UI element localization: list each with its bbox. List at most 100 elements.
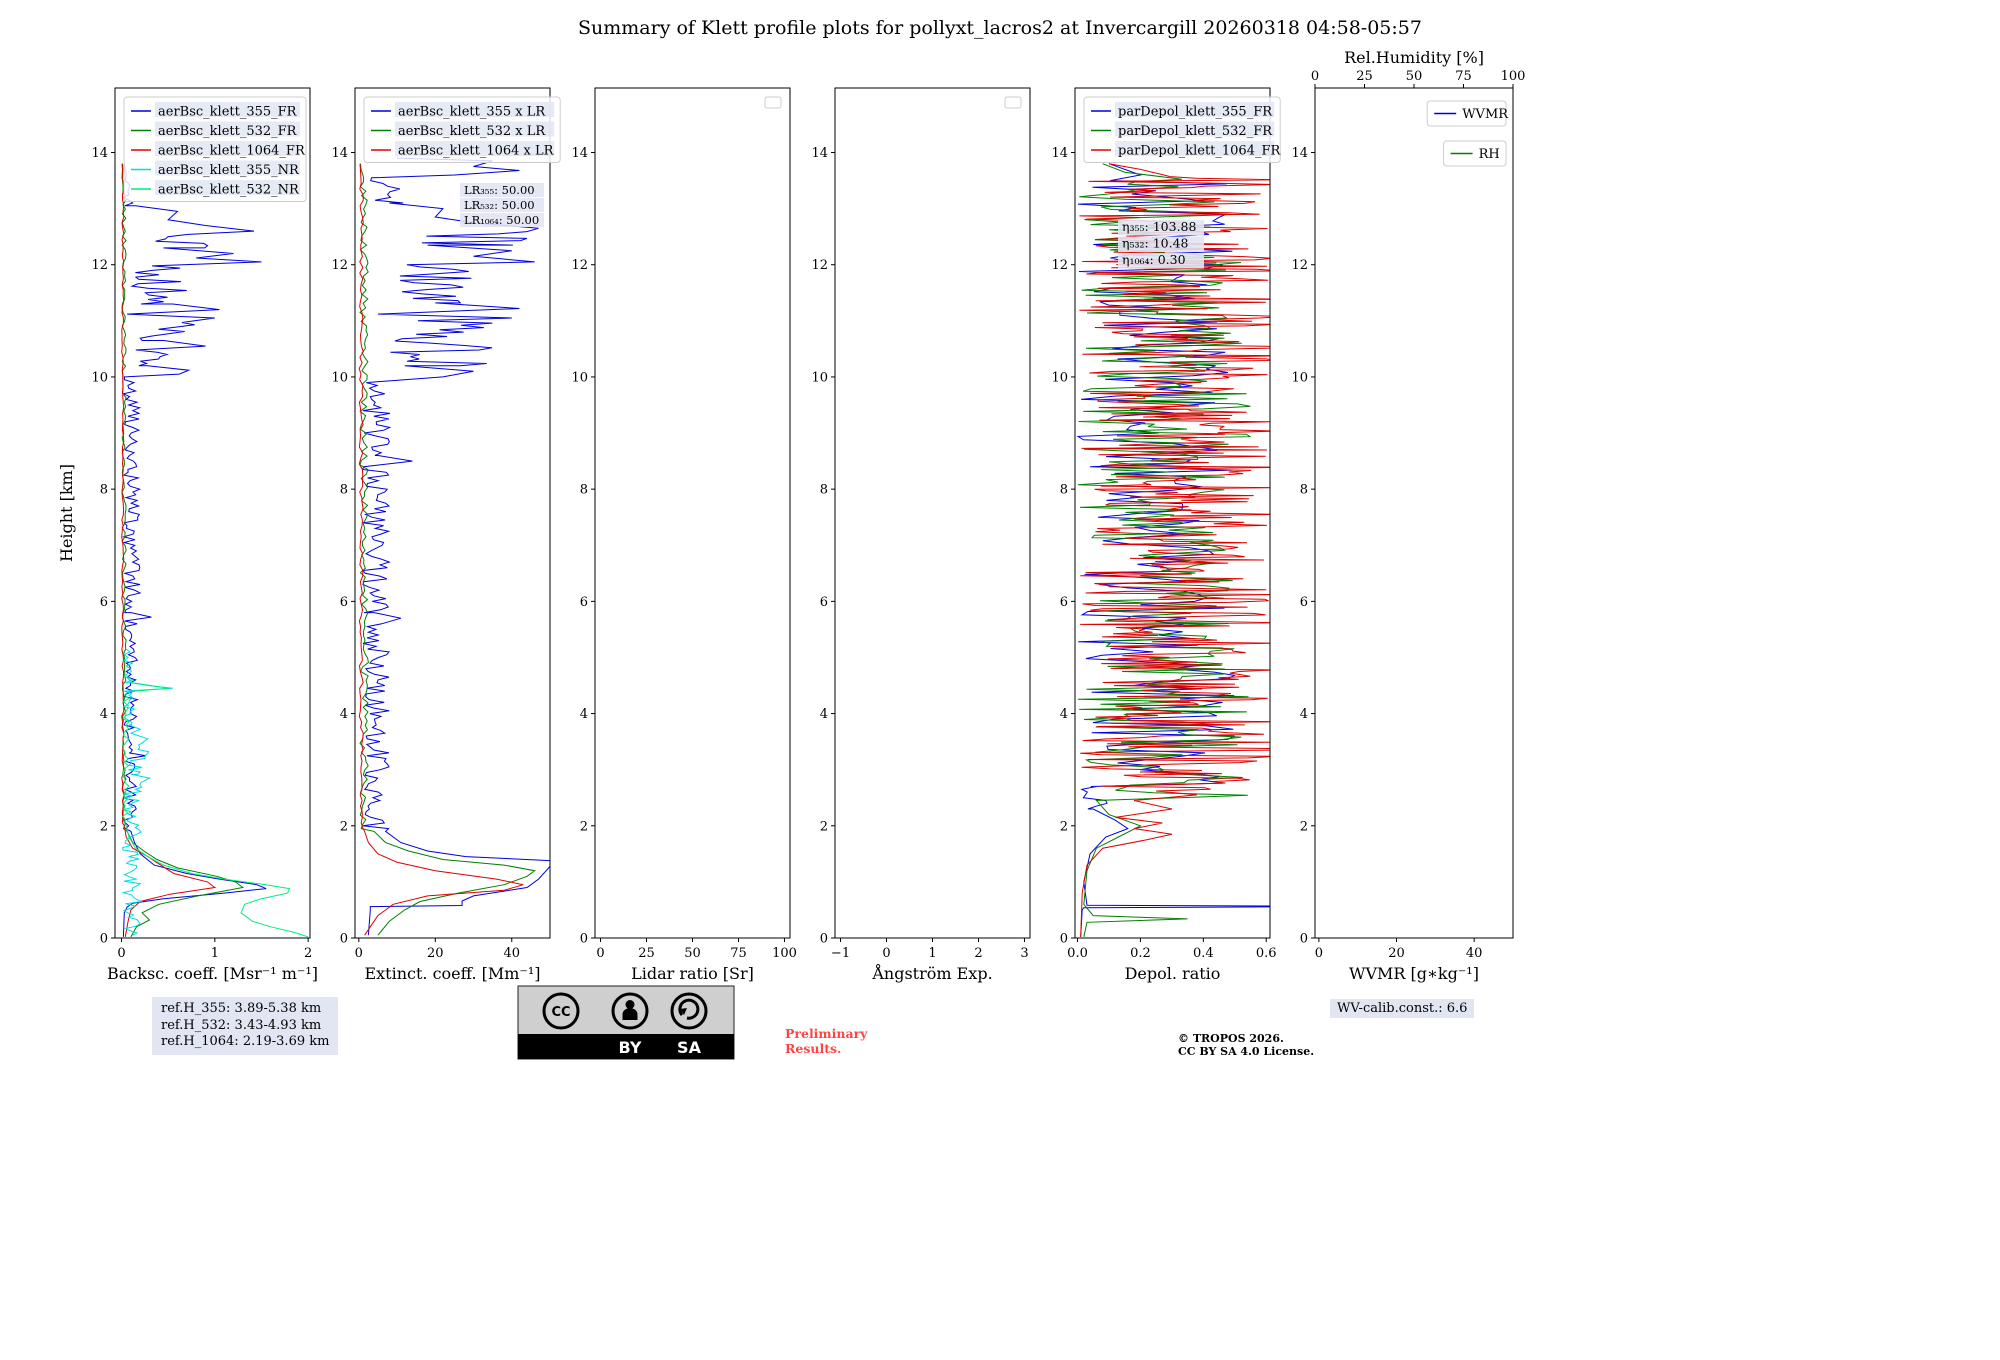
y-tick-label: 12 — [331, 258, 348, 273]
y-tick-label: 8 — [100, 483, 108, 498]
annotation-line: LR₅₃₂: 50.00 — [464, 198, 535, 212]
x-tick-label: −1 — [831, 946, 850, 961]
x-tick-label: 1 — [928, 946, 936, 961]
x-tick-label: 0.2 — [1130, 946, 1151, 961]
y-tick-label: 2 — [580, 819, 588, 834]
legend-label: aerBsc_klett_355 x LR — [398, 105, 546, 120]
series-aerBsc_klett_355_xLR — [362, 157, 550, 936]
share-alike-arrow-icon — [678, 998, 700, 1020]
x-tick-label: 50 — [684, 946, 701, 961]
x-tick-label: 40 — [1466, 946, 1483, 961]
annotation-line: η₁₀₆₄: 0.30 — [1122, 252, 1186, 267]
x-tick-label: 2 — [304, 946, 312, 961]
x-axis-label: Lidar ratio [Sr] — [631, 964, 754, 983]
y-tick-label: 6 — [580, 595, 588, 610]
series-parDepol_klett_1064_FR — [1079, 163, 1270, 937]
legend-label: aerBsc_klett_1064_FR — [158, 144, 306, 159]
x-tick-label: 20 — [1388, 946, 1405, 961]
x-axis-label: Extinct. coeff. [Mm⁻¹] — [364, 964, 540, 983]
y-tick-label: 10 — [571, 370, 588, 385]
panel-border — [594, 87, 791, 939]
legend-empty-box — [1004, 96, 1022, 109]
ref-height-532: ref.H_532: 3.43-4.93 km — [161, 1017, 322, 1033]
panel-wvmr: 0 2 4 6 8 10 12 14 0 20 40 WVMR [g∗kg⁻¹] 0 25 50 75 100 R… — [1291, 48, 1525, 983]
y-tick-label: 10 — [1051, 370, 1068, 385]
y-tick-label: 8 — [820, 483, 828, 498]
tropos-line1: © TROPOS 2026. — [1178, 1032, 1284, 1045]
y-tick-label: 4 — [340, 707, 348, 722]
y-tick-label: 0 — [100, 932, 108, 947]
y-tick-label: 14 — [331, 146, 348, 161]
legend-label: parDepol_klett_355_FR — [1118, 105, 1273, 120]
badge-sa-text: SA — [677, 1038, 702, 1057]
y-tick-label: 14 — [571, 146, 588, 161]
y-tick-label: 10 — [811, 370, 828, 385]
tropos-line2: CC BY SA 4.0 License. — [1178, 1045, 1315, 1058]
ref-height-355: ref.H_355: 3.89-5.38 km — [161, 1001, 322, 1016]
x-tick-label: 2 — [974, 946, 982, 961]
y-tick-label: 0 — [580, 932, 588, 947]
y-tick-label: 14 — [1291, 146, 1308, 161]
preliminary-line2: Results. — [785, 1041, 842, 1056]
person-head-icon — [625, 1000, 635, 1009]
legend-box — [1426, 100, 1507, 127]
y-tick-label: 2 — [820, 819, 828, 834]
panel-depol-ratio: 0 2 4 6 8 10 12 14 0.0 0.2 0.4 0.6 Depol. ratio parDe… — [1051, 87, 1281, 983]
panel-lidar-ratio: 0 2 4 6 8 10 12 14 0 25 50 75 100 Lidar ratio [Sr] — [571, 87, 797, 983]
y-tick-label: 12 — [91, 258, 108, 273]
tropos-copyright: © TROPOS 2026. CC BY SA 4.0 License. — [1178, 1032, 1314, 1058]
series-aerBsc_klett_532_NR — [121, 676, 309, 938]
person-icon — [611, 992, 649, 1030]
y-tick-label: 10 — [91, 370, 108, 385]
x-axis-label: Backsc. coeff. [Msr⁻¹ m⁻¹] — [107, 964, 318, 983]
y-axis-label: Height [km] — [57, 464, 76, 562]
x-tick-label: 0.6 — [1256, 946, 1277, 961]
x-tick-label: 3 — [1020, 946, 1028, 961]
panel-border — [1314, 87, 1514, 939]
y-tick-label: 6 — [340, 595, 348, 610]
x-tick-label: 20 — [427, 946, 444, 961]
series-aerBsc_klett_532_FR — [121, 163, 245, 938]
y-tick-label: 12 — [811, 258, 828, 273]
y-tick-label: 2 — [1060, 819, 1068, 834]
y-tick-label: 10 — [331, 370, 348, 385]
y-tick-label: 0 — [340, 932, 348, 947]
series-parDepol_klett_532_FR — [1077, 163, 1252, 938]
y-tick-label: 14 — [811, 146, 828, 161]
reference-height-box: ref.H_355: 3.89-5.38 km ref.H_532: 3.43-… — [152, 997, 339, 1055]
x-tick-label: 0 — [882, 946, 890, 961]
y-tick-label: 8 — [580, 483, 588, 498]
y-tick-label: 12 — [571, 258, 588, 273]
cc-logo-text: CC — [551, 1005, 570, 1020]
legend-box — [1443, 140, 1507, 167]
y-tick-label: 0 — [1060, 932, 1068, 947]
share-alike-arrowhead-icon — [680, 1008, 687, 1015]
y-tick-label: 6 — [100, 595, 108, 610]
y-tick-label: 8 — [340, 483, 348, 498]
y-tick-label: 2 — [100, 819, 108, 834]
top-tick-label: 50 — [1406, 69, 1423, 84]
panel-border — [834, 87, 1031, 939]
y-tick-label: 4 — [1300, 707, 1308, 722]
y-tick-label: 14 — [91, 146, 108, 161]
x-tick-label: 40 — [503, 946, 520, 961]
legend-label: aerBsc_klett_355_NR — [158, 163, 300, 178]
legend-label: RH — [1479, 147, 1500, 162]
annotation-line: LR₁₀₆₄: 50.00 — [464, 213, 539, 227]
top-tick-label: 100 — [1501, 69, 1526, 84]
y-tick-label: 0 — [1300, 932, 1308, 947]
panel-extinction: 0 2 4 6 8 10 12 14 0 20 40 Extinct. coeff. [Mm⁻¹] ae… — [331, 87, 561, 983]
legend-label: aerBsc_klett_355_FR — [158, 105, 298, 120]
legend-label: WVMR — [1462, 107, 1509, 122]
cc-logo-icon — [542, 992, 580, 1030]
preliminary-results-note: Preliminary Results. — [785, 1026, 867, 1056]
y-tick-label: 6 — [820, 595, 828, 610]
legend-label: aerBsc_klett_532_NR — [158, 183, 300, 198]
series-aerBsc_klett_355_FR — [121, 163, 267, 937]
x-tick-label: 100 — [772, 946, 797, 961]
figure-title: Summary of Klett profile plots for polly… — [578, 17, 1422, 39]
share-alike-icon — [670, 992, 708, 1030]
y-tick-label: 8 — [1300, 483, 1308, 498]
